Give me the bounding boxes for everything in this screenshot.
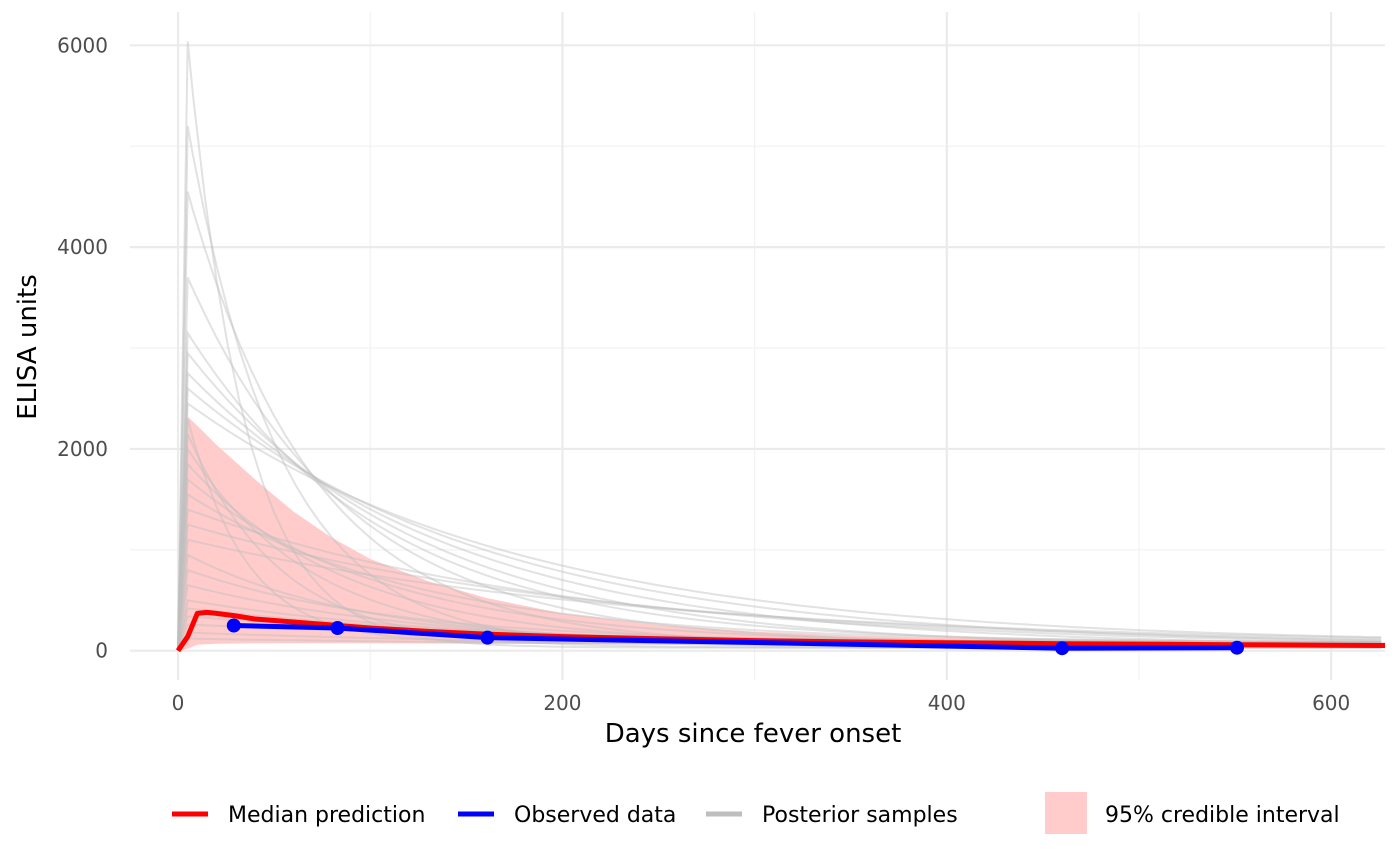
posterior-sample-line (177, 401, 1382, 651)
y-axis-ticks: 0 2000 4000 6000 (57, 33, 108, 662)
legend-label-credible-interval: 95% credible interval (1105, 803, 1340, 828)
posterior-sample-line (177, 538, 1382, 651)
posterior-sample-line (177, 386, 1382, 651)
posterior-sample-line (177, 508, 1382, 651)
y-axis-title: ELISA units (13, 274, 43, 420)
y-tick-label: 2000 (57, 437, 108, 461)
posterior-sample-line (177, 329, 1382, 651)
posterior-samples (177, 41, 1382, 652)
grid (130, 12, 1385, 680)
x-tick-label: 600 (1312, 691, 1350, 715)
legend-label-posterior-samples: Posterior samples (762, 803, 958, 828)
y-tick-label: 4000 (57, 235, 108, 259)
observed-data-point (330, 621, 345, 636)
observed-points (226, 618, 1245, 656)
legend-label-observed-data: Observed data (514, 803, 676, 828)
posterior-sample-line (177, 370, 1382, 651)
legend: Median prediction Observed data Posterio… (172, 792, 1340, 834)
median-prediction-line (175, 609, 1386, 653)
y-tick-label: 0 (95, 639, 108, 663)
y-tick-label: 6000 (57, 33, 108, 57)
posterior-sample-line (177, 523, 1382, 651)
legend-key-credible-interval (1045, 792, 1087, 834)
x-tick-label: 200 (543, 691, 581, 715)
posterior-sample-line (177, 492, 1382, 651)
legend-label-median-prediction: Median prediction (228, 803, 425, 828)
observed-data-point (480, 630, 495, 645)
x-axis-title: Days since fever onset (605, 719, 902, 749)
observed-data-point (1230, 640, 1245, 655)
observed-data-point (226, 618, 241, 633)
observed-data-point (1055, 641, 1070, 656)
x-tick-label: 400 (928, 691, 966, 715)
x-axis-ticks: 0 200 400 600 (172, 691, 1351, 715)
x-tick-label: 0 (172, 691, 185, 715)
